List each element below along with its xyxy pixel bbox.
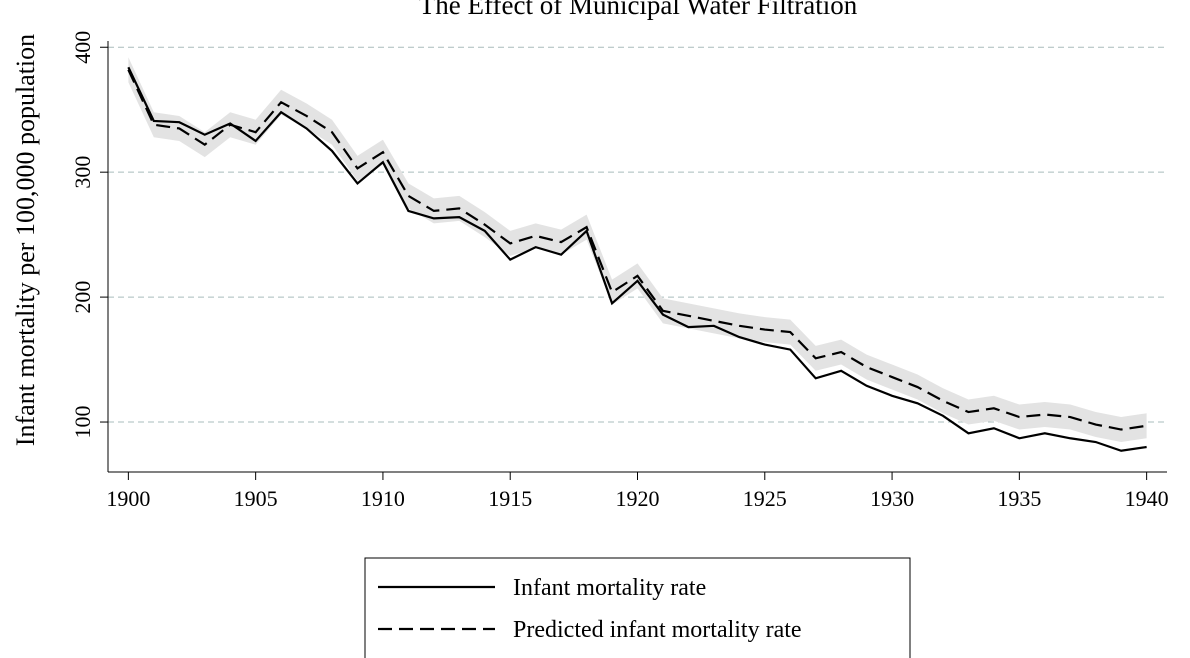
- y-tick-label: 300: [70, 156, 95, 189]
- x-tick-label: 1940: [1125, 486, 1169, 511]
- x-tick-label: 1900: [106, 486, 150, 511]
- legend-label: Predicted infant mortality rate: [513, 617, 802, 643]
- x-tick-label: 1935: [997, 486, 1041, 511]
- y-tick-label: 200: [70, 281, 95, 314]
- x-tick-label: 1925: [743, 486, 787, 511]
- legend-label: Infant mortality rate: [513, 575, 706, 601]
- y-tick-label: 400: [70, 31, 95, 64]
- series-line: [127, 66, 1147, 452]
- x-tick-label: 1930: [870, 486, 914, 511]
- x-tick-label: 1920: [616, 486, 660, 511]
- chart-title: The Effect of Municipal Water Filtration: [419, 0, 858, 20]
- y-tick-label: 100: [70, 406, 95, 439]
- confidence-band: [128, 57, 1147, 443]
- x-tick-label: 1905: [234, 486, 278, 511]
- y-axis-label: Infant mortality per 100,000 population: [11, 34, 40, 446]
- series-line: [127, 69, 1147, 431]
- legend-box: [364, 557, 911, 658]
- x-tick-label: 1915: [488, 486, 532, 511]
- x-tick-label: 1910: [361, 486, 405, 511]
